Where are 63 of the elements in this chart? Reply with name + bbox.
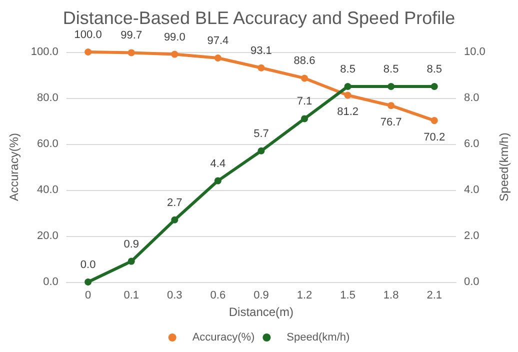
data-label: 8.5 [340, 64, 356, 76]
y-tick-label: 60.0 [37, 138, 58, 150]
y-axis-title: Accuracy(%) [7, 132, 21, 202]
point [214, 177, 222, 184]
x-tick-label: 0 [85, 290, 92, 302]
legend-label: Speed(km/h) [286, 332, 350, 344]
point [84, 48, 92, 56]
data-label: 88.6 [294, 55, 316, 68]
data-label: 8.5 [383, 64, 399, 76]
data-label: 7.1 [296, 96, 312, 108]
y2-tick-label: 0.0 [464, 276, 480, 288]
x-tick-label: 2.1 [426, 290, 442, 302]
x-tick-label: 1.2 [296, 290, 312, 302]
point [171, 50, 178, 58]
y-tick-label: 0.0 [43, 276, 58, 288]
data-label: 8.5 [426, 64, 442, 76]
data-label: 5.7 [254, 128, 269, 140]
point [128, 258, 135, 265]
point [388, 83, 395, 90]
point [214, 54, 222, 62]
point [344, 92, 352, 99]
legend-label: Accuracy(%) [192, 332, 255, 344]
data-label: 97.4 [207, 34, 229, 47]
y2-tick-label: 10.0 [464, 46, 486, 58]
data-label: 4.4 [210, 158, 226, 170]
point [258, 147, 265, 154]
data-label: 0.0 [80, 259, 96, 271]
point [301, 115, 308, 122]
y2-axis-title: Speed(km/h) [497, 132, 511, 202]
y-tick-label: 80.0 [37, 92, 58, 104]
chart-title: Distance-Based BLE Accuracy and Speed Profile [62, 8, 456, 28]
data-label: 76.7 [380, 116, 402, 129]
point [171, 216, 178, 224]
x-tick-label: 0.1 [124, 290, 140, 302]
data-label: 93.1 [250, 44, 272, 57]
data-label: 99.0 [164, 31, 186, 44]
x-tick-label: 0.6 [210, 290, 226, 302]
x-axis-title: Distance(m) [228, 305, 294, 319]
point [258, 64, 265, 72]
x-tick-label: 1.5 [340, 290, 356, 302]
point [84, 278, 92, 286]
y2-tick-label: 2.0 [464, 230, 480, 242]
y-tick-label: 100.0 [30, 46, 58, 58]
y-tick-label: 40.0 [37, 184, 58, 196]
x-tick-label: 0.3 [166, 290, 182, 302]
x-tick-label: 1.8 [383, 290, 399, 302]
y2-tick-label: 4.0 [464, 184, 480, 196]
data-label: 100.0 [74, 29, 102, 41]
data-label: 81.2 [337, 106, 358, 118]
data-label: 2.7 [166, 196, 182, 209]
y2-tick-label: 6.0 [464, 138, 480, 150]
x-tick-label: 0.9 [254, 290, 269, 302]
data-label: 99.7 [120, 30, 142, 42]
point [388, 102, 395, 110]
data-label: 0.9 [124, 238, 140, 250]
point [344, 83, 352, 90]
y-tick-label: 20.0 [37, 230, 58, 242]
point [301, 74, 308, 82]
data-label: 70.2 [424, 132, 446, 144]
y2-tick-label: 8.0 [464, 92, 480, 104]
point [430, 83, 438, 90]
point [430, 117, 438, 124]
point [128, 49, 135, 56]
